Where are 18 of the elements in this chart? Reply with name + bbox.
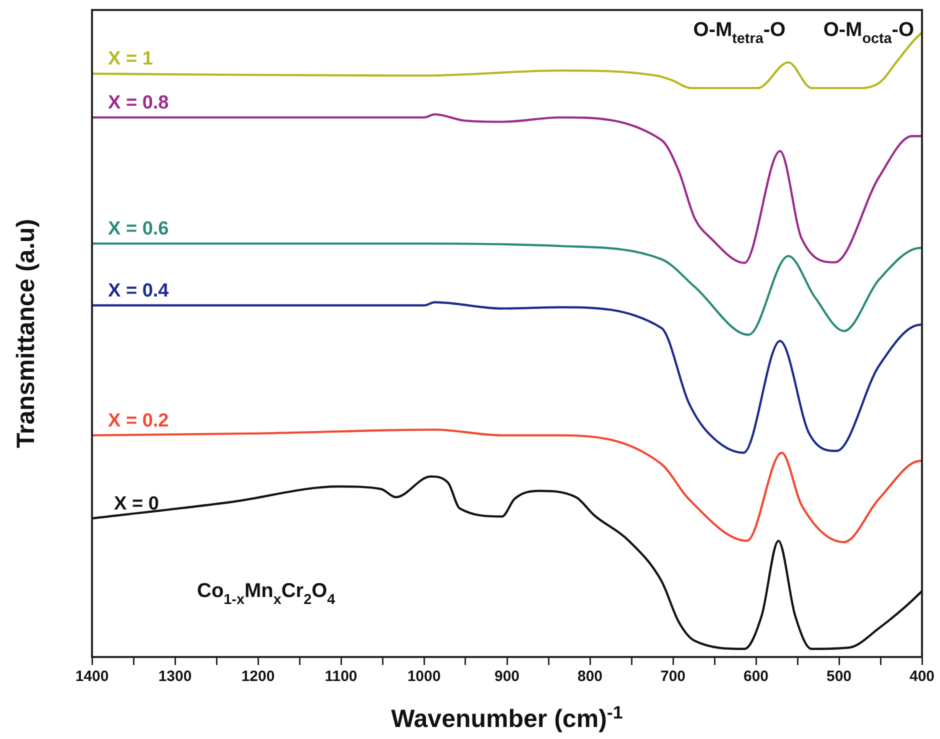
y-axis-title: Transmittance (a.u) [12, 218, 40, 448]
series-label: X = 0.8 [108, 92, 169, 114]
series-label: X = 0.4 [108, 280, 170, 302]
series-label: X = 1 [108, 48, 154, 70]
x-tick-label: 1300 [158, 668, 192, 686]
x-tick-label: 400 [909, 668, 935, 686]
x-tick-label: 1200 [241, 668, 275, 686]
x-tick-label: 800 [577, 668, 603, 686]
x-tick-label: 700 [660, 668, 686, 686]
series-label: X = 0.6 [108, 218, 169, 240]
series-label: X = 0.2 [108, 410, 169, 432]
x-tick-label: 500 [826, 668, 852, 686]
x-tick-label: 1400 [75, 668, 109, 686]
x-tick-label: 1000 [407, 668, 441, 686]
x-tick-label: 1100 [324, 668, 358, 686]
series-label: X = 0 [114, 493, 159, 514]
x-tick-label: 900 [494, 668, 520, 686]
x-tick-label: 600 [743, 668, 769, 686]
